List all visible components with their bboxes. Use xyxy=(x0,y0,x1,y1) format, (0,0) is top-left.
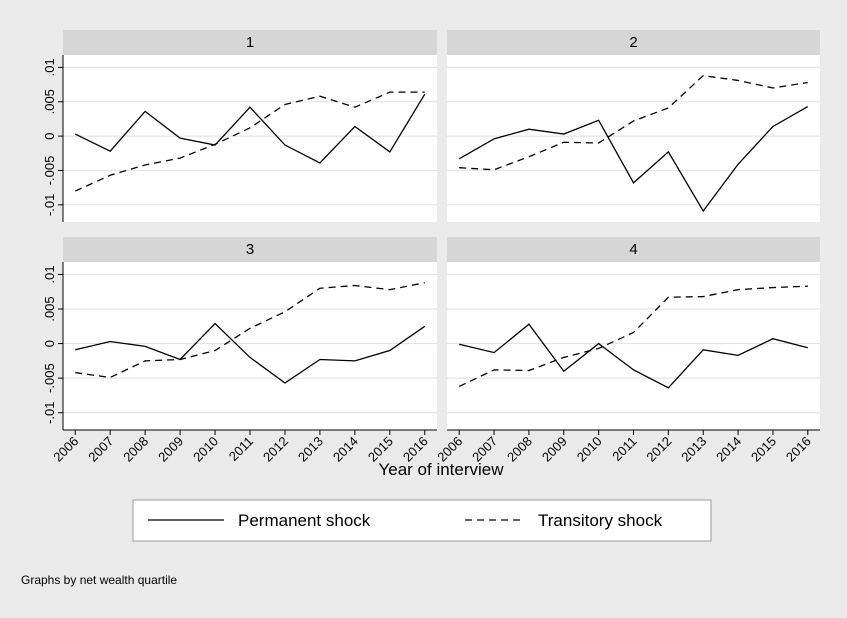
panel-title: 1 xyxy=(246,34,254,51)
panel-header xyxy=(447,30,820,55)
y-tick-label: .01 xyxy=(42,265,57,283)
plot-area xyxy=(63,262,437,430)
legend-label: Permanent shock xyxy=(238,511,371,530)
plot-area xyxy=(447,55,820,222)
y-tick-label: .005 xyxy=(42,296,57,321)
y-tick-label: -.005 xyxy=(42,156,57,186)
y-tick-label: -.01 xyxy=(42,194,57,216)
y-tick-label: -.01 xyxy=(42,402,57,424)
x-axis-title: Year of interview xyxy=(378,460,504,479)
panel-title: 2 xyxy=(629,34,637,51)
legend-label: Transitory shock xyxy=(538,511,663,530)
series-line xyxy=(75,282,425,379)
panel-header xyxy=(63,237,437,262)
plot-area xyxy=(63,55,437,222)
series-line xyxy=(459,323,808,389)
series-line xyxy=(75,322,426,384)
y-tick-label: .005 xyxy=(42,89,57,114)
y-tick-label: .01 xyxy=(42,58,57,76)
series-line xyxy=(459,74,808,171)
y-tick-label: 0 xyxy=(42,132,57,139)
panel-header xyxy=(447,237,820,262)
panel-header xyxy=(63,30,437,55)
note: Graphs by net wealth quartile xyxy=(21,573,177,587)
series-line xyxy=(74,93,426,164)
y-tick-label: 0 xyxy=(42,340,57,347)
series-line xyxy=(458,285,808,388)
y-tick-label: -.005 xyxy=(42,363,57,393)
legend xyxy=(132,499,712,542)
series-line xyxy=(458,105,809,213)
panel-title: 4 xyxy=(629,241,637,258)
panel-title: 3 xyxy=(246,241,254,258)
series-line xyxy=(74,91,425,192)
